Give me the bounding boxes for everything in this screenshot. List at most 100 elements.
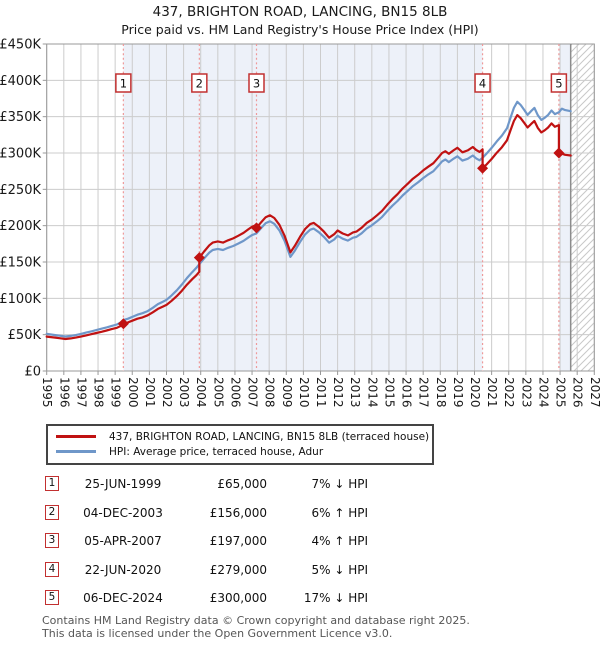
x-axis-label: 2018 [434,377,448,408]
ownership-band [558,44,571,371]
x-axis-label: 2023 [519,377,533,408]
sale-marker-box [115,73,132,93]
sale-date: 22-JUN-2020 [84,563,162,577]
x-axis-label: 2010 [297,377,311,408]
x-axis-label: 2002 [160,377,174,408]
sale-hpi-diff: 5% ↓ HPI [311,563,368,577]
x-axis-label: 1997 [74,377,88,408]
x-axis-label: 1998 [92,377,106,408]
y-axis-label: £350K [0,110,41,125]
sale-point-diamond [477,162,489,174]
sale-point-diamond [193,252,205,264]
x-axis-label: 2020 [468,377,482,408]
property-line-swatch [56,435,96,438]
copyright-footer: Contains HM Land Registry data © Crown c… [42,614,582,640]
legend-property-label: 437, BRIGHTON ROAD, LANCING, BN15 8LB (t… [109,430,430,443]
x-axis-label: 2008 [263,377,277,408]
x-axis-label: 2016 [400,377,414,408]
sale-point-diamond [553,147,565,159]
sale-row: 3 05-APR-2007 £197,000 4% ↑ HPI [45,533,385,550]
x-axis-label: 2015 [382,377,396,408]
y-axis-label: £250K [0,183,41,198]
sale-number-badge: 1 [45,476,59,491]
sale-date: 05-APR-2007 [84,534,162,548]
x-axis-label: 1999 [109,377,123,408]
x-axis-label: 2014 [365,377,379,408]
sale-number-badge: 5 [45,590,59,605]
x-axis-label: 2017 [417,377,431,408]
y-axis-label: £50K [8,328,42,343]
hpi-line [45,100,572,338]
sale-price: £279,000 [209,563,267,577]
sale-marker-number: 1 [120,77,127,91]
y-axis-label: £100K [0,292,41,307]
sale-marker-box [474,73,491,93]
x-axis-label: 2003 [177,377,191,408]
x-axis-label: 2025 [554,377,568,408]
x-axis-label: 2024 [536,377,550,408]
sale-marker-number: 4 [479,77,486,91]
sale-number-badge: 2 [45,505,59,520]
y-axis-label: £0 [24,365,41,380]
x-axis-label: 2021 [485,377,499,408]
x-axis-label: 1996 [57,377,71,408]
x-axis-label: 2000 [126,377,140,408]
sale-marker-box [248,73,265,93]
x-axis-label: 2019 [451,377,465,408]
sale-marker-box [191,73,208,93]
legend: 437, BRIGHTON ROAD, LANCING, BN15 8LB (t… [46,424,434,465]
x-axis-label: 2022 [502,377,516,408]
price-history-chart: £0 £50K £100K £150K £200K £250K £300K £350K £400… [0,38,600,408]
x-axis-label: 2005 [211,377,225,408]
x-axis-label: 2006 [228,377,242,408]
page-subtitle: Price paid vs. HM Land Registry's House … [121,22,479,37]
sale-date: 06-DEC-2024 [83,591,163,605]
sale-marker-number: 2 [196,77,203,91]
sale-hpi-diff: 17% ↓ HPI [303,591,368,605]
future-hatch [570,44,595,371]
x-axis-label: 2012 [331,377,345,408]
sale-row: 2 04-DEC-2003 £156,000 6% ↑ HPI [45,505,385,522]
sale-hpi-diff: 7% ↓ HPI [311,477,368,491]
y-axis-label: £450K [0,38,41,53]
x-axis-label: 2011 [314,377,328,408]
sale-price: £300,000 [209,591,267,605]
hpi-line-swatch [56,450,96,453]
legend-row-property: 437, BRIGHTON ROAD, LANCING, BN15 8LB (t… [48,429,432,444]
sale-hpi-diff: 4% ↑ HPI [311,534,368,548]
sale-marker-number: 5 [555,77,562,91]
sale-point-diamond [117,318,129,330]
x-axis-label: 2026 [571,377,585,408]
x-axis-label: 1995 [40,377,54,408]
sale-date: 04-DEC-2003 [83,506,163,520]
copyright-line1: Contains HM Land Registry data © Crown c… [42,614,470,627]
sale-price: £197,000 [209,534,267,548]
sale-date: 25-JUN-1999 [84,477,162,491]
sale-row: 5 06-DEC-2024 £300,000 17% ↓ HPI [45,590,385,607]
sale-marker-box [550,73,568,93]
sale-marker-number: 3 [253,77,260,91]
x-axis-label: 2013 [348,377,362,408]
sale-hpi-diff: 6% ↑ HPI [311,506,368,520]
x-axis-label: 2027 [588,377,600,408]
y-axis-label: £200K [0,219,41,234]
y-axis-label: £400K [0,74,41,89]
sale-number-badge: 4 [45,562,59,577]
legend-row-hpi: HPI: Average price, terraced house, Adur [48,444,432,459]
legend-hpi-label: HPI: Average price, terraced house, Adur [109,445,324,458]
x-axis-label: 2001 [143,377,157,408]
sale-point-diamond [250,222,262,234]
y-axis-label: £150K [0,256,41,271]
sale-price: £65,000 [217,477,267,491]
x-axis-label: 2007 [246,377,260,408]
y-axis-label: £300K [0,147,41,162]
copyright-line2: This data is licensed under the Open Gov… [42,626,393,640]
sale-row: 4 22-JUN-2020 £279,000 5% ↓ HPI [45,562,385,579]
sale-row: 1 25-JUN-1999 £65,000 7% ↓ HPI [45,476,385,493]
x-axis-label: 2004 [194,377,208,408]
sale-price: £156,000 [209,506,267,520]
sale-number-badge: 3 [45,533,59,548]
page-title: 437, BRIGHTON ROAD, LANCING, BN15 8LB [152,4,448,20]
x-axis-label: 2009 [280,377,294,408]
